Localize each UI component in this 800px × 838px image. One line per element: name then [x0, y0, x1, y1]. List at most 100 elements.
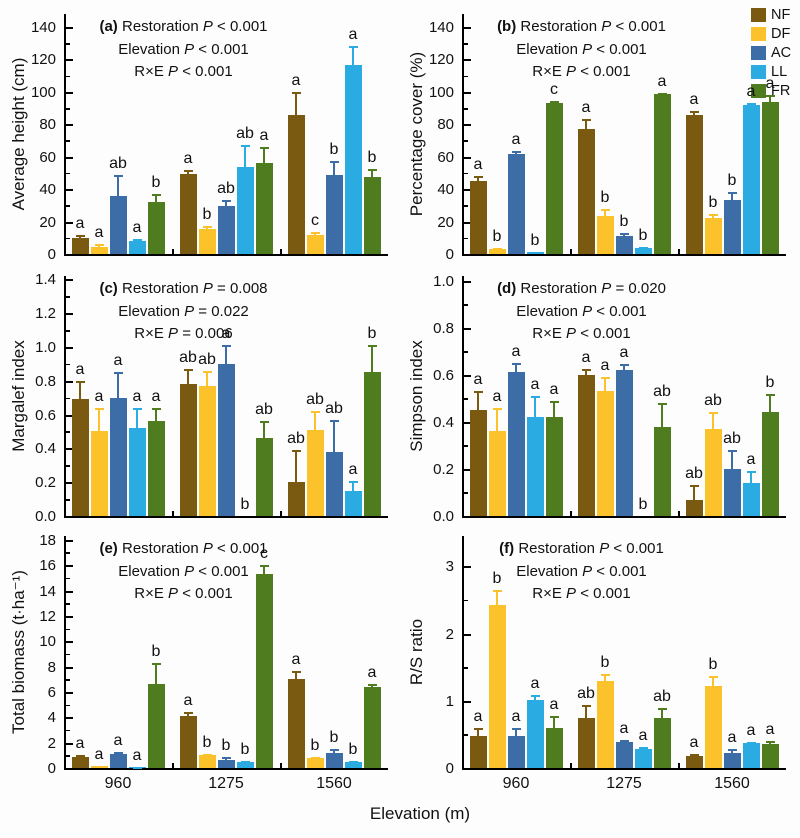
bar-DF: [704, 217, 722, 254]
bar-DF: [596, 215, 614, 254]
sig-letter: ab: [653, 688, 671, 706]
y-tick: [464, 59, 471, 62]
panel-letter: (c): [99, 280, 118, 297]
x-axis-line: [462, 516, 786, 518]
y-tick: [464, 327, 471, 330]
legend-item-FR: FR: [751, 81, 791, 100]
error-bar: [333, 160, 335, 176]
y-tick: [66, 615, 73, 618]
y-minor-tick: [66, 552, 70, 554]
bar-FR: [653, 426, 671, 516]
sig-letter: a: [727, 729, 737, 747]
y-tick-label: 20: [39, 213, 56, 231]
x-tick-label: 1560: [714, 775, 750, 792]
sig-letter: b: [240, 741, 250, 759]
error-bar: [623, 364, 625, 371]
y-tick-label: 16: [39, 557, 56, 575]
error-bar: [117, 372, 119, 398]
x-tick-label: 1560: [316, 775, 352, 792]
y-tick-label: 14: [39, 582, 56, 600]
y-minor-tick: [66, 296, 70, 298]
y-tick: [66, 26, 73, 29]
error-bar-cap: [240, 761, 250, 764]
sig-letter: a: [132, 218, 142, 236]
p-value-block: (f) Restoration P < 0.001 Elevation P < 0…: [464, 538, 699, 606]
y-minor-tick: [464, 237, 468, 240]
p-value-line: R×E P < 0.001: [532, 63, 631, 80]
sig-letter: a: [511, 343, 521, 361]
sig-letter: b: [600, 653, 610, 671]
x-tick: [678, 249, 680, 254]
y-tick: [66, 91, 73, 94]
y-tick-label: 10: [39, 633, 56, 651]
sig-letter: ab: [198, 350, 216, 368]
legend-label: NF: [771, 6, 791, 23]
sig-letter: c: [260, 545, 268, 563]
error-bar: [534, 695, 536, 701]
legend-swatch-DF: [751, 26, 766, 41]
sig-letter: a: [492, 387, 502, 405]
sig-letter: a: [619, 719, 629, 737]
y-tick: [464, 280, 471, 283]
p-value-line: R×E P < 0.001: [134, 585, 233, 602]
error-bar: [661, 708, 663, 719]
y-minor-tick: [66, 330, 70, 332]
y-minor-tick: [464, 205, 468, 207]
sig-letter: a: [600, 357, 610, 375]
y-tick-label: 1.4: [35, 271, 56, 289]
error-bar: [534, 396, 536, 418]
error-bar: [295, 450, 297, 483]
legend-swatch-FR: [751, 83, 766, 98]
sig-letter: b: [367, 325, 377, 343]
bar-LL: [634, 248, 652, 254]
y-minor-tick: [66, 205, 70, 207]
error-bar-cap: [329, 160, 339, 163]
y-tick: [66, 641, 73, 644]
y-minor-tick: [464, 599, 468, 602]
y-minor-tick: [66, 43, 70, 45]
sig-letter: b: [619, 212, 629, 230]
sig-letter: a: [94, 745, 104, 763]
sig-letter: a: [113, 732, 123, 750]
y-tick: [464, 26, 471, 29]
y-tick: [66, 768, 73, 770]
x-tick: [172, 511, 174, 516]
panel-letter: (d): [497, 280, 517, 297]
x-tick: [678, 511, 680, 516]
bar-AC: [723, 753, 741, 768]
sig-letter: b: [202, 205, 212, 223]
panel-f: 0 1 2 3 a ab a b b b a a a a a a a ab a (f) Restoration P <…: [400, 524, 796, 798]
bar-DF: [488, 431, 506, 516]
bar-DF: [596, 680, 614, 768]
x-axis-line: [462, 768, 786, 770]
y-minor-tick: [464, 172, 468, 175]
error-bar-cap: [367, 168, 377, 171]
y-minor-tick: [66, 653, 70, 656]
p-value-line: (b) Restoration P < 0.001: [497, 18, 666, 35]
x-tick-label: 1275: [606, 775, 642, 792]
x-tick: [172, 249, 174, 254]
sig-letter: a: [530, 376, 540, 393]
bar-DF: [488, 249, 506, 254]
bar-LL: [236, 167, 254, 254]
error-bar-cap: [657, 92, 667, 95]
error-bar-cap: [619, 364, 629, 367]
sig-letter: a: [291, 651, 301, 669]
bar-FR: [545, 103, 563, 254]
y-tick: [66, 346, 73, 349]
bar-AC: [217, 760, 235, 768]
y-tick-label: 4: [47, 709, 56, 727]
error-bar: [769, 393, 771, 413]
legend-label: LL: [771, 63, 788, 80]
legend-swatch-AC: [751, 45, 766, 60]
sig-letter: b: [708, 655, 718, 673]
error-bar-cap: [202, 754, 212, 757]
error-bar: [352, 45, 354, 66]
error-bar-cap: [619, 739, 629, 742]
error-bar: [206, 370, 208, 386]
error-bar-cap: [765, 95, 775, 98]
sig-letter: a: [94, 387, 104, 405]
p-value-block: (e) Restoration P < 0.001 Elevation P < 0…: [66, 538, 301, 606]
error-bar: [585, 705, 587, 718]
bar-AC: [723, 200, 741, 254]
